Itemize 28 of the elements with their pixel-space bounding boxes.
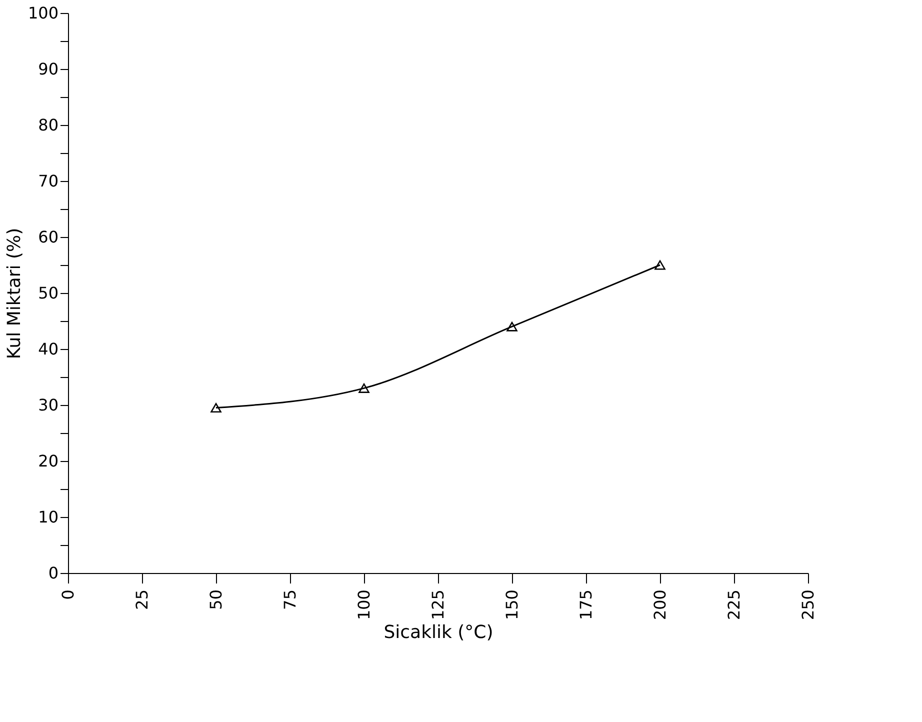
y-tick-label: 90 xyxy=(38,60,58,78)
x-tick-label: 225 xyxy=(724,590,744,620)
x-tick-label: 200 xyxy=(650,590,670,620)
point xyxy=(358,383,370,393)
x-tick-label: 150 xyxy=(502,590,522,620)
y-tick-label: 60 xyxy=(38,228,58,246)
x-tick-label: 75 xyxy=(280,590,300,610)
y-tick-label: 70 xyxy=(38,172,58,190)
x-tick-label: 250 xyxy=(798,590,818,620)
y-tick-label: 50 xyxy=(38,284,58,302)
x-tick-label: 175 xyxy=(576,590,596,620)
y-tick-label: 80 xyxy=(38,116,58,134)
y-axis-title: Kul Miktari (%) xyxy=(4,228,25,360)
point xyxy=(654,260,666,270)
x-axis-title: Sicaklik (°C) xyxy=(384,622,494,644)
x-tick-label: 125 xyxy=(428,590,448,620)
y-tick-label: 100 xyxy=(28,4,58,22)
point xyxy=(210,403,222,413)
y-tick-label: 0 xyxy=(48,564,58,582)
x-tick-label: 25 xyxy=(132,590,152,610)
y-tick-label: 20 xyxy=(38,452,58,470)
x-tick-label: 50 xyxy=(206,590,226,610)
point xyxy=(506,322,518,332)
y-tick-label: 30 xyxy=(38,396,58,414)
x-tick-label: 100 xyxy=(354,590,374,620)
y-tick-label: 10 xyxy=(38,508,58,526)
y-tick-label: 40 xyxy=(38,340,58,358)
x-tick-label: 0 xyxy=(58,590,78,600)
